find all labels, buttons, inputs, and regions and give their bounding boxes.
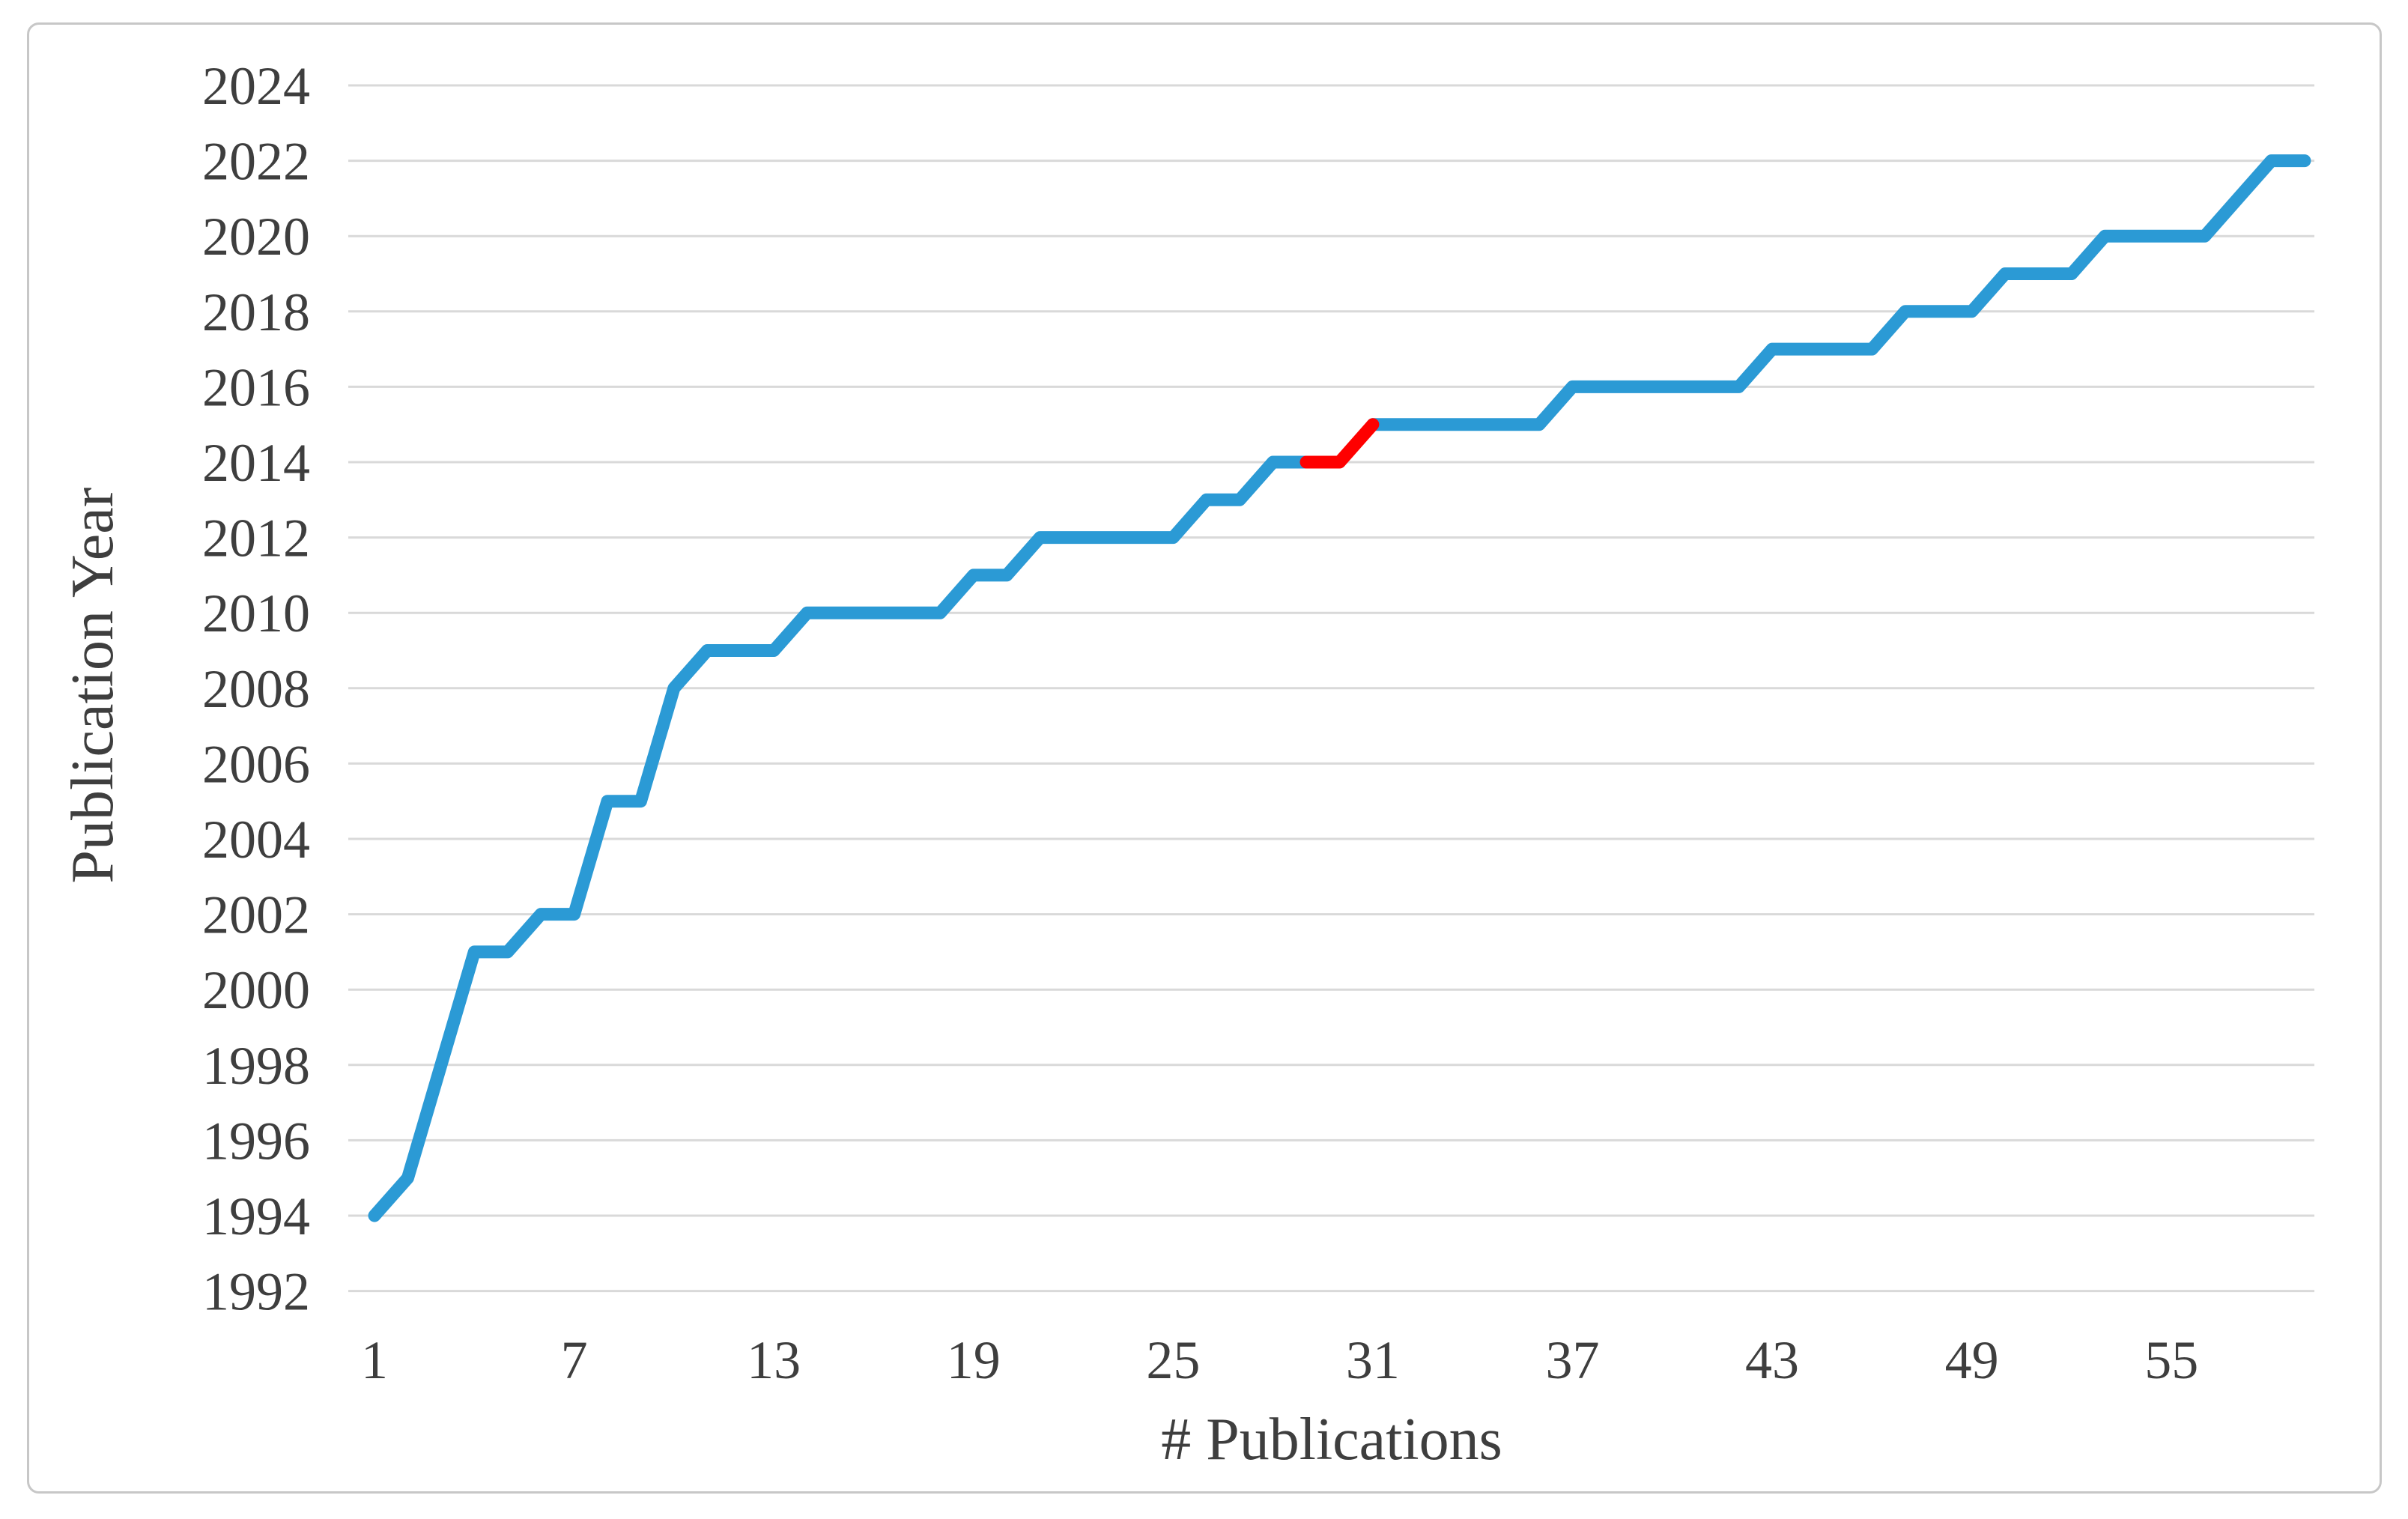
series-lines [368,154,2311,1222]
y-tick-label-2002: 2002 [202,885,310,945]
series-line-blue-right [1366,154,2311,431]
y-tick-label-2006: 2006 [202,734,310,794]
y-tick-label-2016: 2016 [202,357,310,417]
x-tick-label-7: 7 [561,1330,588,1390]
x-tick-label-31: 31 [1346,1330,1400,1390]
y-tick-label-2008: 2008 [202,659,310,719]
y-tick-label-2014: 2014 [202,433,310,493]
y-tick-label-2012: 2012 [202,509,310,569]
figure-border [27,22,2382,1494]
y-tick-label-2010: 2010 [202,583,310,643]
y-axis-tick-labels: 2024 2022 2020 2018 2016 2014 2012 2010 2008 2006… [202,56,310,1322]
series-line-blue-left [368,455,1313,1222]
y-axis-title: Publication Year [60,488,126,884]
y-tick-label-1992: 1992 [202,1262,310,1322]
y-tick-label-2022: 2022 [202,132,310,192]
y-tick-label-2004: 2004 [202,810,310,870]
y-tick-label-2020: 2020 [202,207,310,267]
x-tick-label-19: 19 [947,1330,1001,1390]
y-tick-label-1998: 1998 [202,1036,310,1096]
y-tick-label-1996: 1996 [202,1111,310,1171]
x-tick-label-43: 43 [1745,1330,1799,1390]
y-tick-label-2018: 2018 [202,282,310,342]
gridlines [348,84,2314,1293]
x-tick-label-55: 55 [2144,1330,2198,1390]
series-line-red-highlight [1299,418,1380,469]
x-tick-label-37: 37 [1545,1330,1599,1390]
y-tick-label-2024: 2024 [202,56,310,116]
x-tick-label-1: 1 [361,1330,388,1390]
x-tick-label-25: 25 [1146,1330,1200,1390]
x-axis-tick-labels: 1 7 13 19 25 31 37 43 49 55 [361,1330,2198,1390]
x-tick-label-49: 49 [1945,1330,1999,1390]
y-tick-label-1994: 1994 [202,1186,310,1246]
x-axis-title: # Publications [1161,1407,1502,1473]
x-tick-label-13: 13 [747,1330,801,1390]
y-tick-label-2000: 2000 [202,960,310,1020]
